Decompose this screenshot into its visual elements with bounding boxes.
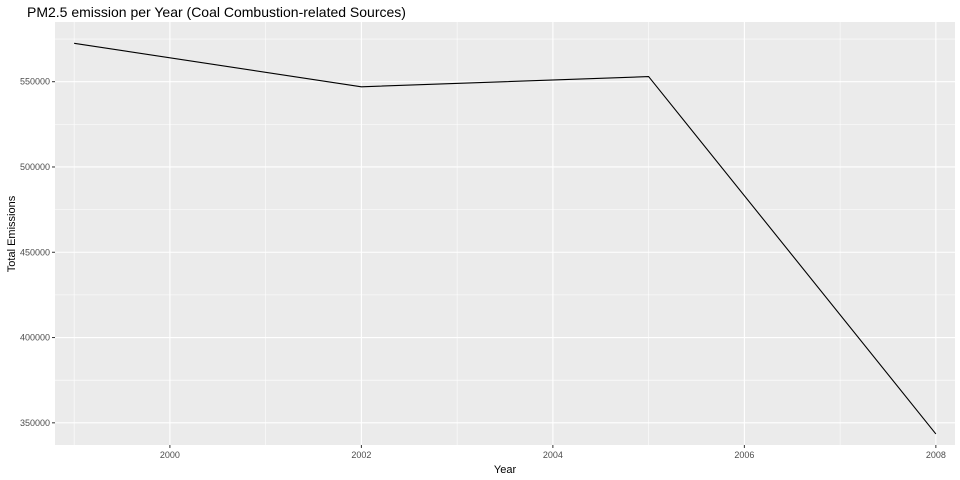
major-gridlines [55,22,955,445]
y-tick-label: 450000 [20,247,50,257]
y-tick-label: 350000 [20,418,50,428]
x-axis-title: Year [494,464,517,476]
plot-panel [55,22,955,445]
y-tick-label: 550000 [20,77,50,87]
minor-gridlines [55,22,955,445]
x-tick-label: 2002 [351,450,371,460]
y-tick-label: 400000 [20,333,50,343]
x-tick-label: 2004 [543,450,563,460]
y-axis-title: Total Emissions [6,195,18,272]
y-axis-ticks: 350000 400000 450000 500000 550000 [20,77,55,428]
series-line-0 [74,42,937,435]
x-tick-label: 2006 [734,450,754,460]
series-layer [74,42,937,435]
x-tick-label: 2008 [926,450,946,460]
y-tick-label: 500000 [20,162,50,172]
chart-title: PM2.5 emission per Year (Coal Combustion… [27,4,406,20]
x-axis-ticks: 2000 2002 2004 2006 2008 [160,445,946,460]
x-tick-label: 2000 [160,450,180,460]
